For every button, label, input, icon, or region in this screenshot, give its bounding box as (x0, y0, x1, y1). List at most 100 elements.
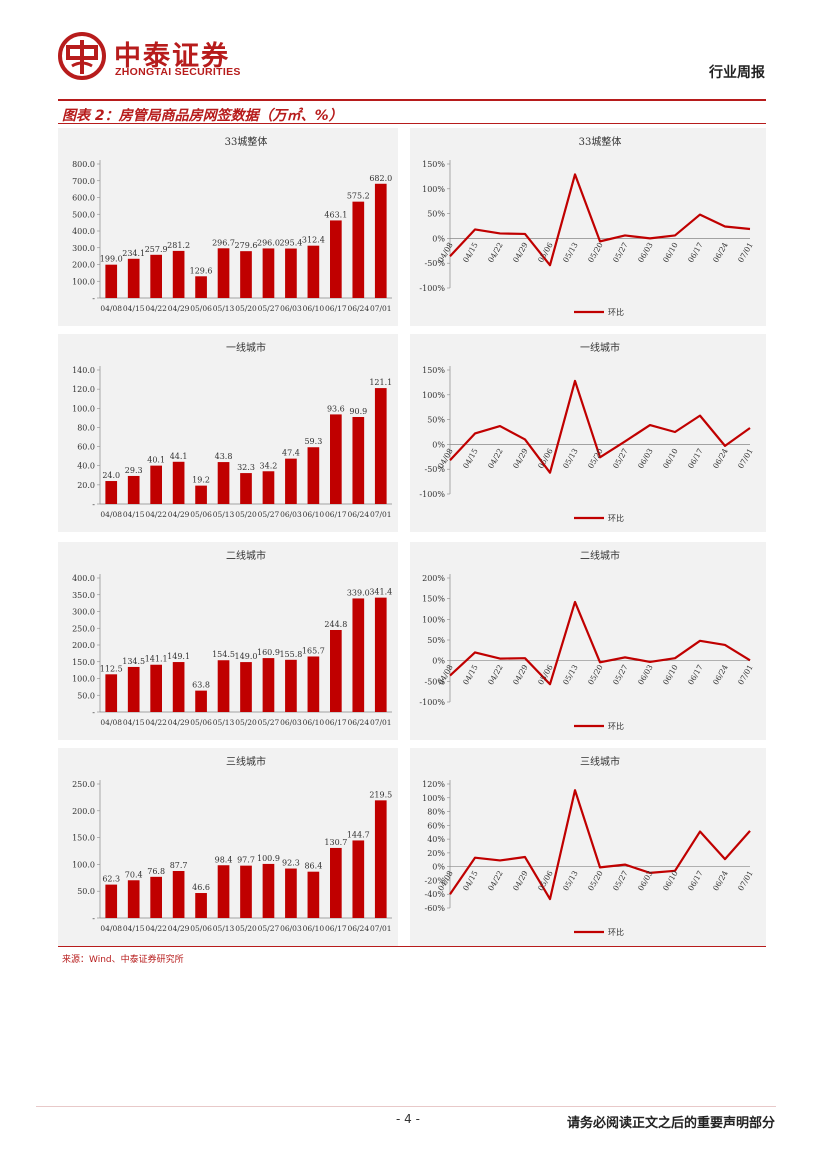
y-tick-label: 700.0 (72, 177, 95, 186)
x-tick-label: 05/13 (213, 718, 235, 727)
x-tick-label: 06/17 (686, 241, 705, 264)
bar-value-label: 129.6 (190, 266, 213, 275)
chart-panel-33-bar: 33城整体 800.0 700.0 600.0 500.0 400.0 300.0 200.0… (58, 128, 398, 326)
x-tick-label: 05/13 (561, 241, 580, 264)
x-tick-label: 05/13 (213, 304, 235, 313)
y-tick-label: 60.0 (77, 443, 95, 452)
bar-value-label: 46.6 (192, 883, 210, 892)
x-tick-label: 05/20 (235, 304, 257, 313)
bar (352, 598, 365, 712)
y-tick-label: - (92, 914, 95, 923)
y-tick-label: 0% (432, 657, 445, 666)
bar-value-label: 97.7 (237, 856, 255, 865)
page-number: - 4 - (396, 1112, 420, 1126)
x-tick-label: 06/03 (636, 241, 655, 264)
x-tick-label: 07/01 (370, 718, 392, 727)
x-tick-label: 06/03 (636, 447, 655, 470)
y-tick-label: 150.0 (72, 834, 95, 843)
legend-label: 环比 (608, 307, 624, 317)
legend-label: 环比 (608, 721, 624, 731)
bar (285, 458, 297, 504)
bar-value-label: 149.1 (167, 652, 190, 661)
x-tick-label: 05/27 (611, 447, 630, 470)
x-tick-label: 07/01 (370, 510, 392, 519)
x-tick-label: 06/03 (280, 924, 302, 933)
x-tick-label: 06/10 (661, 663, 680, 686)
bar-value-label: 76.8 (147, 867, 165, 876)
legend-label: 环比 (608, 513, 624, 523)
bar (285, 868, 297, 918)
chart-panel-tier1-bar: 一线城市 140.0 120.0 100.0 80.0 60.0 40.0 20.0 - 24.0… (58, 334, 398, 532)
bar-value-label: 149.0 (235, 652, 258, 661)
chart-title: 33城整体 (579, 135, 622, 148)
bar-value-label: 130.7 (324, 838, 347, 847)
x-tick-label: 05/20 (235, 924, 257, 933)
x-tick-label: 05/27 (258, 510, 280, 519)
bar (374, 800, 387, 918)
brand-name-cn: 中泰证券 (114, 41, 230, 72)
x-tick-label: 04/22 (486, 663, 505, 686)
x-tick-label: 04/22 (486, 869, 505, 892)
bar (330, 220, 342, 298)
bar-value-label: 244.8 (324, 620, 347, 629)
x-tick-label: 04/29 (511, 241, 530, 264)
x-tick-label: 04/15 (123, 510, 145, 519)
chart-title: 一线城市 (226, 341, 266, 354)
x-tick-label: 05/06 (190, 718, 212, 727)
x-tick-label: 06/10 (303, 718, 325, 727)
bar (172, 250, 185, 298)
bar-value-label: 234.1 (122, 249, 145, 258)
y-tick-label: 250.0 (72, 624, 95, 633)
bar (105, 884, 118, 918)
y-tick-label: 400.0 (72, 227, 95, 236)
bar (285, 248, 297, 298)
bar-value-label: 144.7 (347, 830, 370, 839)
chart-panel-tier2-line: 二线城市 200% 150% 100% 50% 0% -50% -100% 04/08 04/15… (410, 542, 766, 740)
y-tick-label: 100.0 (72, 277, 95, 286)
y-tick-label: 100% (422, 391, 445, 400)
bar-chart-svg: 一线城市 140.0 120.0 100.0 80.0 60.0 40.0 20.0 - 24.0… (72, 341, 392, 519)
bar-value-label: 279.6 (235, 241, 258, 250)
chart-panel-tier3-line: 三线城市 120% 100% 80% 60% 40% 20% 0% -20% -40% -60% 04… (410, 748, 766, 946)
bar-value-label: 141.1 (145, 655, 168, 664)
x-tick-label: 05/20 (235, 718, 257, 727)
x-tick-label: 06/10 (661, 241, 680, 264)
y-tick-label: -50% (425, 677, 446, 686)
bar (352, 416, 365, 504)
bar (127, 475, 140, 504)
y-tick-label: 150% (422, 160, 445, 169)
bar (217, 660, 230, 712)
bar (374, 388, 387, 504)
x-tick-label: 06/17 (325, 718, 347, 727)
y-tick-label: -100% (419, 698, 445, 707)
x-tick-label: 05/20 (586, 869, 605, 892)
bar (262, 248, 275, 298)
y-tick-label: 150% (422, 366, 445, 375)
line-chart-svg: 33城整体 150% 100% 50% 0% -50% -100% 04/08 04/15 04/… (419, 135, 754, 317)
bar-value-label: 47.4 (282, 449, 300, 458)
figure-title: 图表 2：房管局商品房网签数据（万㎡、%） (62, 108, 343, 124)
y-tick-label: - (92, 294, 95, 303)
y-tick-label: 40.0 (77, 462, 95, 471)
bar-value-label: 296.7 (212, 238, 235, 247)
x-tick-label: 06/17 (325, 304, 347, 313)
x-tick-label: 04/29 (168, 510, 190, 519)
series-line-huanbi (449, 173, 751, 267)
series-line-huanbi (449, 600, 751, 686)
x-tick-label: 05/20 (586, 663, 605, 686)
x-tick-label: 06/10 (661, 447, 680, 470)
x-tick-label: 06/24 (347, 510, 369, 519)
x-tick-label: 04/29 (511, 869, 530, 892)
chart-title: 二线城市 (580, 549, 620, 562)
x-tick-label: 04/15 (123, 304, 145, 313)
y-tick-label: -40% (425, 890, 446, 899)
bar-value-label: 70.4 (125, 870, 143, 879)
x-tick-label: 07/01 (736, 869, 755, 892)
x-tick-label: 05/13 (561, 663, 580, 686)
x-tick-label: 06/03 (636, 663, 655, 686)
bar-value-label: 134.5 (122, 657, 145, 666)
x-tick-label: 06/24 (711, 447, 730, 470)
bar (352, 840, 365, 918)
